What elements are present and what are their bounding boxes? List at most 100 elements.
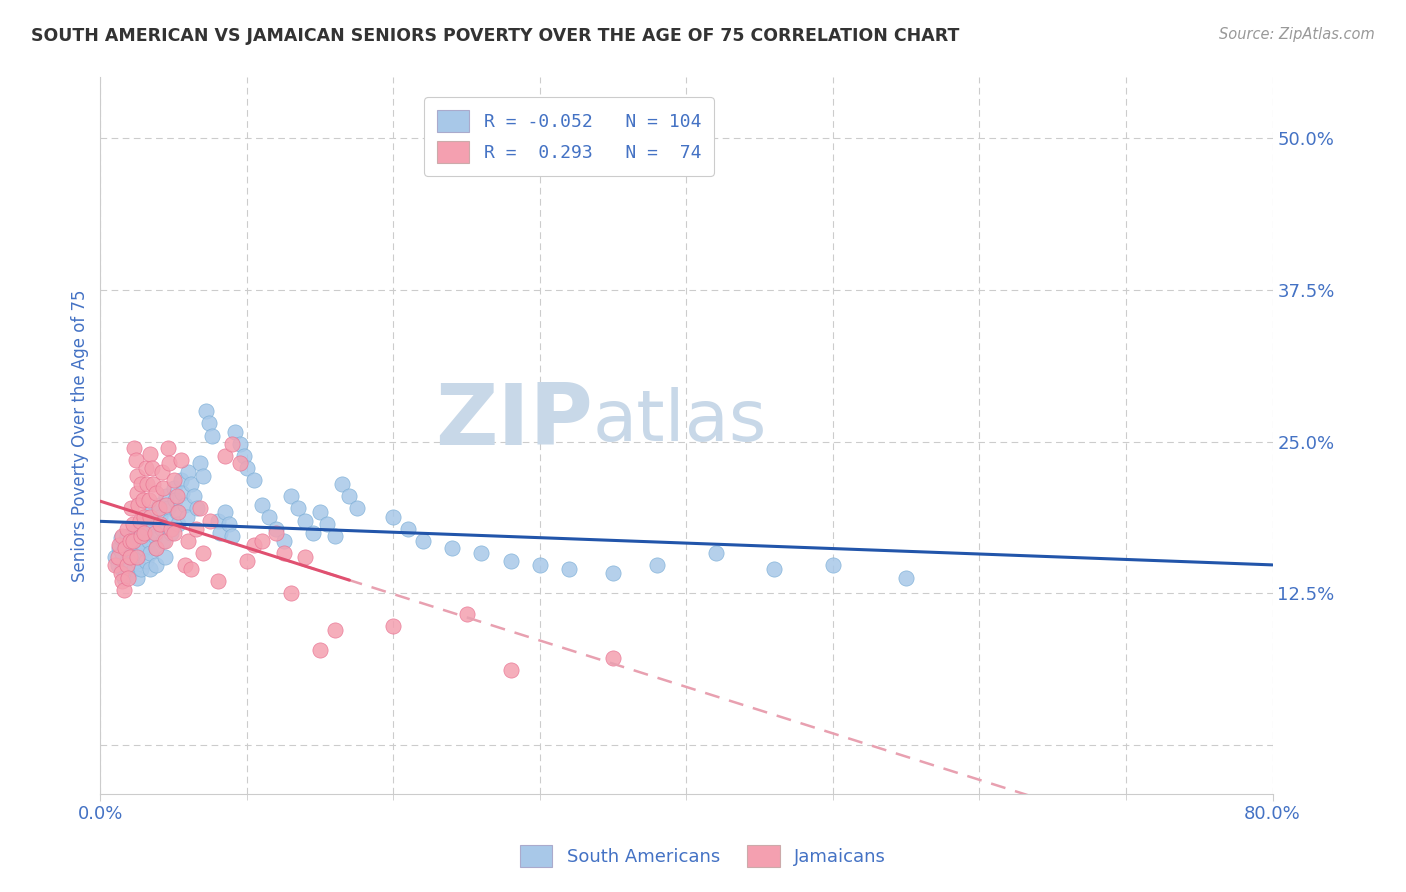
Point bbox=[152, 481, 174, 495]
Point bbox=[136, 477, 159, 491]
Point bbox=[309, 643, 332, 657]
Point bbox=[170, 453, 193, 467]
Point bbox=[124, 453, 146, 467]
Point bbox=[141, 505, 163, 519]
Point bbox=[174, 558, 197, 573]
Point bbox=[166, 489, 188, 503]
Point bbox=[125, 549, 148, 564]
Point bbox=[115, 558, 138, 573]
Point bbox=[273, 546, 295, 560]
Point bbox=[184, 522, 207, 536]
Point bbox=[339, 489, 361, 503]
Point bbox=[167, 505, 190, 519]
Point bbox=[207, 514, 229, 528]
Point bbox=[132, 492, 155, 507]
Point bbox=[309, 505, 332, 519]
Point bbox=[104, 549, 127, 564]
Point bbox=[111, 574, 134, 589]
Point bbox=[125, 571, 148, 585]
Point bbox=[125, 468, 148, 483]
Point bbox=[117, 571, 139, 585]
Point bbox=[121, 534, 143, 549]
Point bbox=[183, 489, 205, 503]
Point bbox=[125, 538, 148, 552]
Point bbox=[142, 517, 165, 532]
Point bbox=[821, 558, 844, 573]
Point bbox=[896, 571, 918, 585]
Legend: South Americans, Jamaicans: South Americans, Jamaicans bbox=[513, 838, 893, 874]
Point bbox=[156, 501, 179, 516]
Point bbox=[115, 553, 138, 567]
Point bbox=[108, 541, 131, 556]
Point bbox=[155, 489, 177, 503]
Point bbox=[145, 485, 167, 500]
Point bbox=[127, 498, 149, 512]
Point bbox=[194, 404, 217, 418]
Point bbox=[122, 441, 145, 455]
Text: ZIP: ZIP bbox=[434, 380, 593, 463]
Text: atlas: atlas bbox=[593, 387, 768, 456]
Point bbox=[110, 531, 132, 545]
Point bbox=[301, 525, 323, 540]
Point bbox=[177, 465, 200, 479]
Point bbox=[139, 546, 162, 560]
Point bbox=[162, 481, 184, 495]
Point bbox=[221, 437, 243, 451]
Point bbox=[294, 549, 316, 564]
Point bbox=[136, 509, 159, 524]
Point bbox=[152, 534, 174, 549]
Point bbox=[470, 546, 492, 560]
Point bbox=[440, 541, 463, 556]
Point bbox=[118, 534, 141, 549]
Point bbox=[110, 566, 132, 580]
Point bbox=[115, 522, 138, 536]
Point bbox=[294, 514, 316, 528]
Text: Source: ZipAtlas.com: Source: ZipAtlas.com bbox=[1219, 27, 1375, 42]
Point bbox=[382, 619, 405, 633]
Point bbox=[200, 514, 222, 528]
Point bbox=[233, 449, 256, 463]
Point bbox=[159, 525, 181, 540]
Point bbox=[139, 562, 162, 576]
Point bbox=[111, 529, 134, 543]
Point bbox=[273, 534, 295, 549]
Point bbox=[323, 623, 346, 637]
Point bbox=[499, 663, 522, 677]
Point bbox=[120, 558, 142, 573]
Point bbox=[131, 546, 153, 560]
Point bbox=[114, 541, 136, 556]
Point bbox=[176, 509, 198, 524]
Point bbox=[104, 558, 127, 573]
Point bbox=[125, 553, 148, 567]
Point bbox=[214, 449, 236, 463]
Point bbox=[172, 485, 194, 500]
Point bbox=[134, 525, 156, 540]
Point bbox=[107, 558, 129, 573]
Point bbox=[155, 498, 177, 512]
Point bbox=[186, 501, 208, 516]
Point bbox=[236, 553, 259, 567]
Point bbox=[167, 517, 190, 532]
Point bbox=[118, 534, 141, 549]
Point bbox=[207, 574, 229, 589]
Point bbox=[188, 501, 211, 516]
Point bbox=[131, 529, 153, 543]
Point bbox=[120, 501, 142, 516]
Point bbox=[159, 522, 181, 536]
Point bbox=[136, 522, 159, 536]
Point bbox=[118, 549, 141, 564]
Point bbox=[157, 457, 180, 471]
Point bbox=[382, 509, 405, 524]
Point bbox=[412, 534, 434, 549]
Point bbox=[180, 562, 202, 576]
Point bbox=[150, 465, 173, 479]
Point bbox=[264, 525, 287, 540]
Point bbox=[645, 558, 668, 573]
Point bbox=[174, 498, 197, 512]
Point bbox=[131, 562, 153, 576]
Point bbox=[180, 477, 202, 491]
Point bbox=[243, 538, 266, 552]
Point bbox=[142, 477, 165, 491]
Point bbox=[148, 501, 170, 516]
Point bbox=[124, 529, 146, 543]
